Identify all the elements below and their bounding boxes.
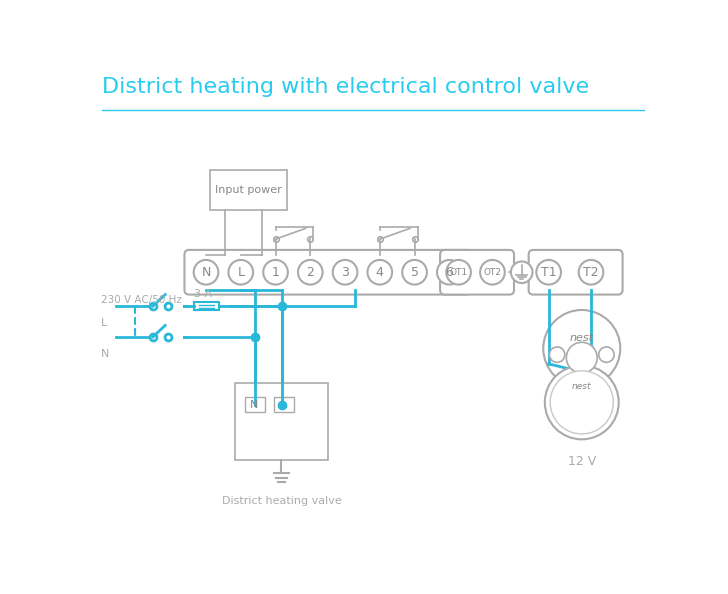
Text: N: N xyxy=(250,400,258,410)
Circle shape xyxy=(550,371,614,434)
FancyBboxPatch shape xyxy=(440,250,514,295)
Circle shape xyxy=(537,260,561,285)
Text: 2: 2 xyxy=(306,266,314,279)
Circle shape xyxy=(511,261,532,283)
Text: Input power: Input power xyxy=(215,185,282,195)
Circle shape xyxy=(368,260,392,285)
Text: T2: T2 xyxy=(583,266,599,279)
Text: 6: 6 xyxy=(446,266,454,279)
Circle shape xyxy=(550,347,565,362)
Text: L: L xyxy=(281,400,287,410)
Circle shape xyxy=(566,342,597,373)
Text: nest: nest xyxy=(572,383,592,391)
Bar xyxy=(235,383,328,460)
Circle shape xyxy=(579,260,604,285)
Bar xyxy=(245,397,264,412)
Bar xyxy=(194,302,219,310)
Circle shape xyxy=(446,260,471,285)
Circle shape xyxy=(264,260,288,285)
Bar xyxy=(210,170,287,210)
Circle shape xyxy=(229,260,253,285)
Text: L: L xyxy=(100,318,107,328)
Text: OT1: OT1 xyxy=(449,268,467,277)
Text: 3 A: 3 A xyxy=(194,289,213,299)
Circle shape xyxy=(437,260,462,285)
Text: District heating valve: District heating valve xyxy=(221,495,341,505)
Circle shape xyxy=(543,310,620,387)
Bar xyxy=(274,397,294,412)
Text: N: N xyxy=(100,349,109,359)
Text: 4: 4 xyxy=(376,266,384,279)
Text: L: L xyxy=(237,266,245,279)
Text: 1: 1 xyxy=(272,266,280,279)
Text: 5: 5 xyxy=(411,266,419,279)
Circle shape xyxy=(333,260,357,285)
Text: District heating with electrical control valve: District heating with electrical control… xyxy=(102,77,589,97)
Text: 12 V: 12 V xyxy=(568,455,596,467)
Text: OT2: OT2 xyxy=(483,268,502,277)
Circle shape xyxy=(194,260,218,285)
FancyBboxPatch shape xyxy=(529,250,622,295)
FancyBboxPatch shape xyxy=(184,250,471,295)
Circle shape xyxy=(598,347,614,362)
Text: N: N xyxy=(202,266,210,279)
Circle shape xyxy=(298,260,323,285)
Text: 230 V AC/50 Hz: 230 V AC/50 Hz xyxy=(100,295,181,305)
Circle shape xyxy=(480,260,505,285)
Circle shape xyxy=(403,260,427,285)
Text: nest: nest xyxy=(570,333,594,343)
Text: T1: T1 xyxy=(541,266,556,279)
Circle shape xyxy=(545,365,619,440)
Text: 3: 3 xyxy=(341,266,349,279)
